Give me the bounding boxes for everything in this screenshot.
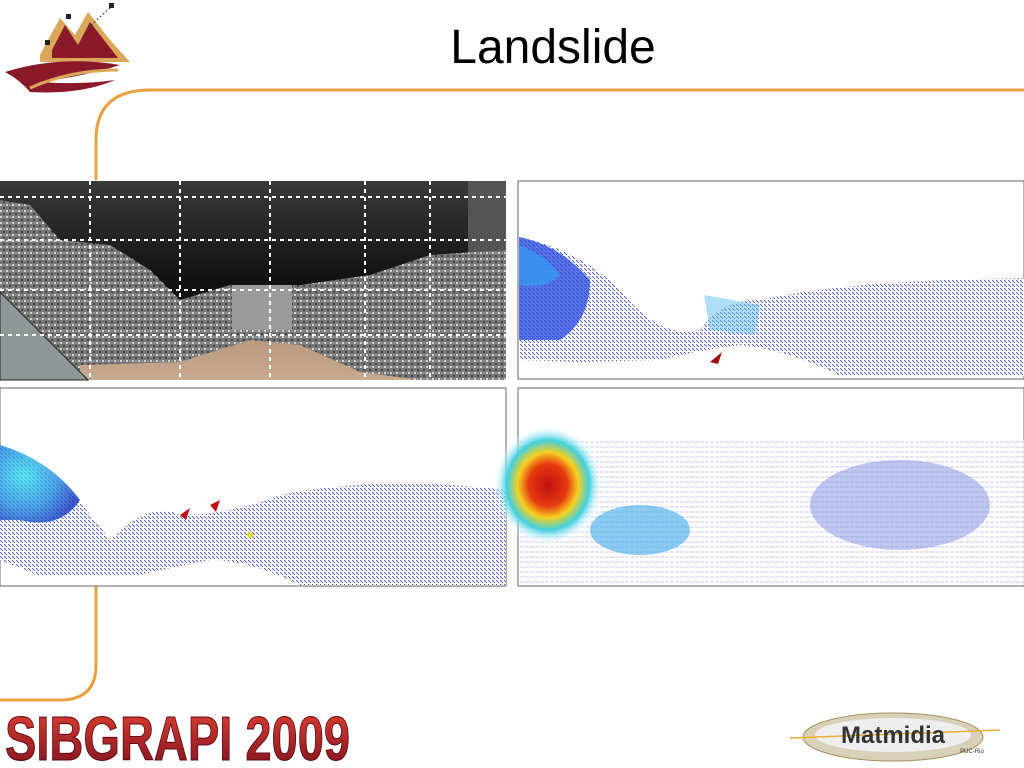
sponsor-subtitle: PUC-Rio — [960, 749, 984, 755]
velocity-panel — [517, 180, 1024, 380]
logo — [5, 3, 130, 93]
velocity-panel — [0, 387, 507, 587]
accent-line — [0, 585, 98, 702]
sponsor-name: Matmidia — [841, 722, 946, 749]
slide-title: Landslide — [450, 21, 656, 74]
sponsor-logo: Matmidia PUC-Rio — [789, 712, 1001, 762]
accent-line — [94, 88, 1024, 180]
conference-logo: SIBGRAPI 2009 — [5, 705, 350, 768]
vorticity-panel — [493, 387, 1024, 587]
photo-panel — [0, 181, 506, 381]
